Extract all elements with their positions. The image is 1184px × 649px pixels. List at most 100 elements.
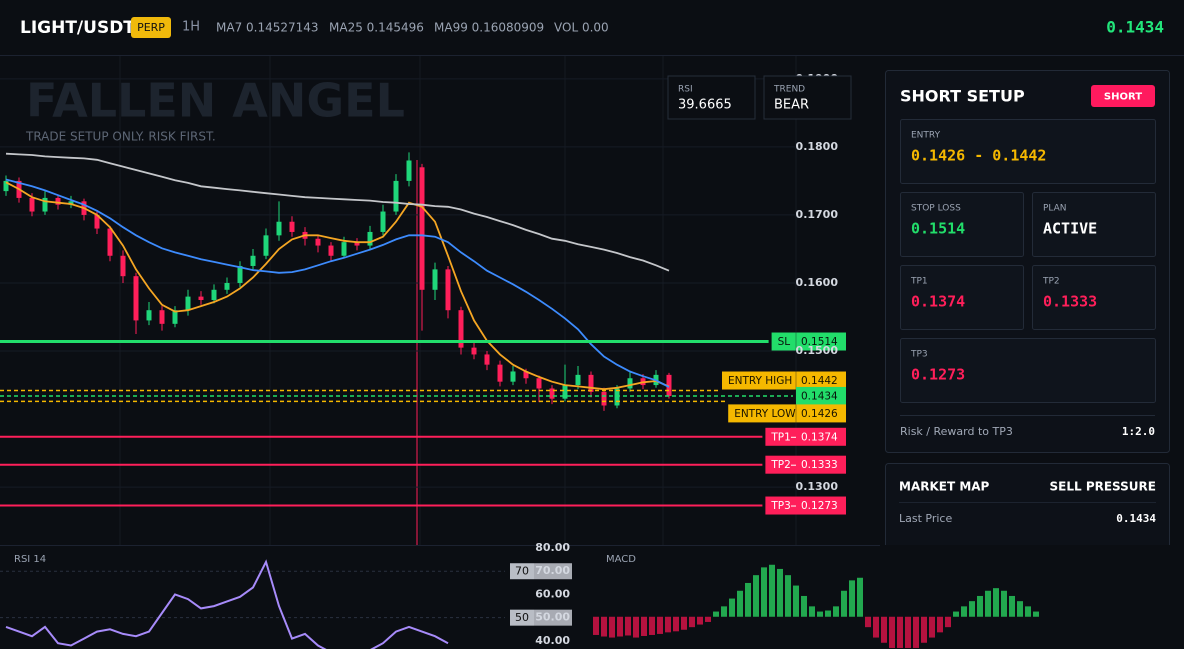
card-value: 0.1374 bbox=[911, 293, 965, 311]
histogram-bar bbox=[609, 616, 615, 638]
candle-body bbox=[42, 197, 48, 212]
level-name: SL bbox=[778, 336, 791, 348]
rsi-box bbox=[667, 75, 756, 120]
market-map-status: SELL PRESSURE bbox=[1050, 480, 1156, 494]
candle-body bbox=[419, 167, 425, 290]
histogram-bar bbox=[753, 575, 759, 617]
histogram-bar bbox=[889, 616, 895, 648]
indicator-title: MACD bbox=[606, 554, 636, 565]
indicator-title: RSI 14 bbox=[14, 554, 46, 565]
level-value: 0.1273 bbox=[801, 500, 838, 512]
histogram-bar bbox=[649, 616, 655, 635]
candle-body bbox=[536, 378, 542, 389]
chart-layer: SL 0.1514 ENTRY HIGH 0.1442 0.1434 ENTRY LOW 0… bbox=[0, 72, 846, 515]
candle-body bbox=[3, 180, 9, 192]
level-value: 0.1514 bbox=[801, 336, 838, 348]
candle-body bbox=[198, 296, 204, 300]
candle-body bbox=[120, 255, 126, 277]
histogram-bar bbox=[625, 616, 631, 636]
reference-box bbox=[510, 609, 534, 626]
reference-label: 70 bbox=[515, 565, 529, 578]
level-name: ENTRY HIGH bbox=[728, 375, 792, 387]
histogram-bar bbox=[953, 611, 959, 617]
candle-body bbox=[354, 242, 360, 246]
y-tick-label: 80.00 bbox=[535, 541, 570, 554]
candle-body bbox=[224, 282, 230, 290]
histogram-bar bbox=[737, 590, 743, 617]
candle-body bbox=[289, 221, 295, 232]
histogram-bar bbox=[969, 601, 975, 617]
candle-body bbox=[276, 221, 282, 236]
market-map-title: MARKET MAP bbox=[899, 480, 990, 494]
candle-body bbox=[146, 310, 152, 321]
histogram-bar bbox=[665, 616, 671, 633]
card bbox=[1032, 265, 1156, 330]
candle-body bbox=[510, 371, 516, 382]
rsi-label: RSI bbox=[678, 85, 693, 95]
card-value: 0.1333 bbox=[1043, 293, 1097, 311]
candle-body bbox=[380, 211, 386, 232]
y-tick-label: 40.00 bbox=[535, 634, 570, 647]
histogram-bar bbox=[897, 616, 903, 648]
candle-body bbox=[523, 371, 529, 379]
candle-body bbox=[458, 310, 464, 348]
histogram-bar bbox=[713, 611, 719, 617]
histogram-bar bbox=[689, 616, 695, 628]
candle-body bbox=[666, 374, 672, 396]
y-tick-label: 70.00 bbox=[535, 564, 570, 577]
level-label-box bbox=[765, 496, 846, 515]
candle-body bbox=[315, 238, 321, 246]
y-tick-label: 50.00 bbox=[535, 611, 570, 624]
candle-body bbox=[471, 347, 477, 355]
histogram-bar bbox=[833, 606, 839, 617]
short-badge-text[interactable]: SHORT bbox=[1104, 92, 1142, 103]
moving-average bbox=[5, 178, 670, 388]
perp-text: PERP bbox=[137, 21, 165, 34]
histogram-bar bbox=[865, 616, 871, 628]
histogram-bar bbox=[881, 616, 887, 643]
candle-body bbox=[159, 310, 165, 324]
interval[interactable]: 1H bbox=[182, 20, 200, 35]
level-value: 0.1442 bbox=[801, 375, 838, 387]
level-name: TP3 bbox=[770, 500, 790, 512]
moving-average bbox=[5, 181, 670, 391]
histogram-bar bbox=[761, 567, 767, 617]
histogram-bar bbox=[777, 568, 783, 617]
candle-body bbox=[250, 255, 256, 266]
rsi-line bbox=[5, 559, 449, 649]
level-name: ENTRY LOW bbox=[734, 408, 796, 420]
level-label-box bbox=[722, 371, 846, 390]
level-label-box bbox=[765, 455, 846, 474]
candle-body bbox=[562, 385, 568, 399]
histogram-bar bbox=[913, 616, 919, 648]
histogram-bar bbox=[801, 595, 807, 617]
market-row-label: Last Price bbox=[899, 512, 952, 525]
histogram-bar bbox=[929, 616, 935, 638]
card-value: 0.1426 - 0.1442 bbox=[911, 147, 1046, 165]
tagline: TRADE SETUP ONLY. RISK FIRST. bbox=[25, 130, 216, 144]
candle-body bbox=[367, 231, 373, 246]
histogram-bar bbox=[873, 616, 879, 638]
histogram-bar bbox=[961, 606, 967, 617]
histogram-bar bbox=[841, 590, 847, 617]
histogram-bar bbox=[785, 575, 791, 617]
histogram-bar bbox=[705, 616, 711, 622]
candle-body bbox=[263, 235, 269, 256]
card-value: ACTIVE bbox=[1043, 220, 1097, 238]
card-value: 0.1273 bbox=[911, 366, 965, 384]
histogram-bar bbox=[1033, 611, 1039, 617]
level-label-box bbox=[728, 404, 846, 423]
level-name: TP1 bbox=[770, 431, 790, 443]
histogram-bar bbox=[945, 616, 951, 628]
card-value: 0.1514 bbox=[911, 220, 965, 238]
histogram-bar bbox=[825, 610, 831, 617]
panel-title: SHORT SETUP bbox=[900, 87, 1025, 106]
candle-body bbox=[575, 374, 581, 386]
trend-value: BEAR bbox=[774, 98, 809, 113]
short-badge[interactable] bbox=[1091, 85, 1155, 107]
candle-body bbox=[328, 245, 334, 256]
indicator-layer: 70 50 80.00 70.00 60.00 50.00 40.00 RSI 14 MACD bbox=[0, 541, 1039, 649]
level-label-box bbox=[796, 386, 846, 405]
trend-box bbox=[763, 75, 852, 120]
